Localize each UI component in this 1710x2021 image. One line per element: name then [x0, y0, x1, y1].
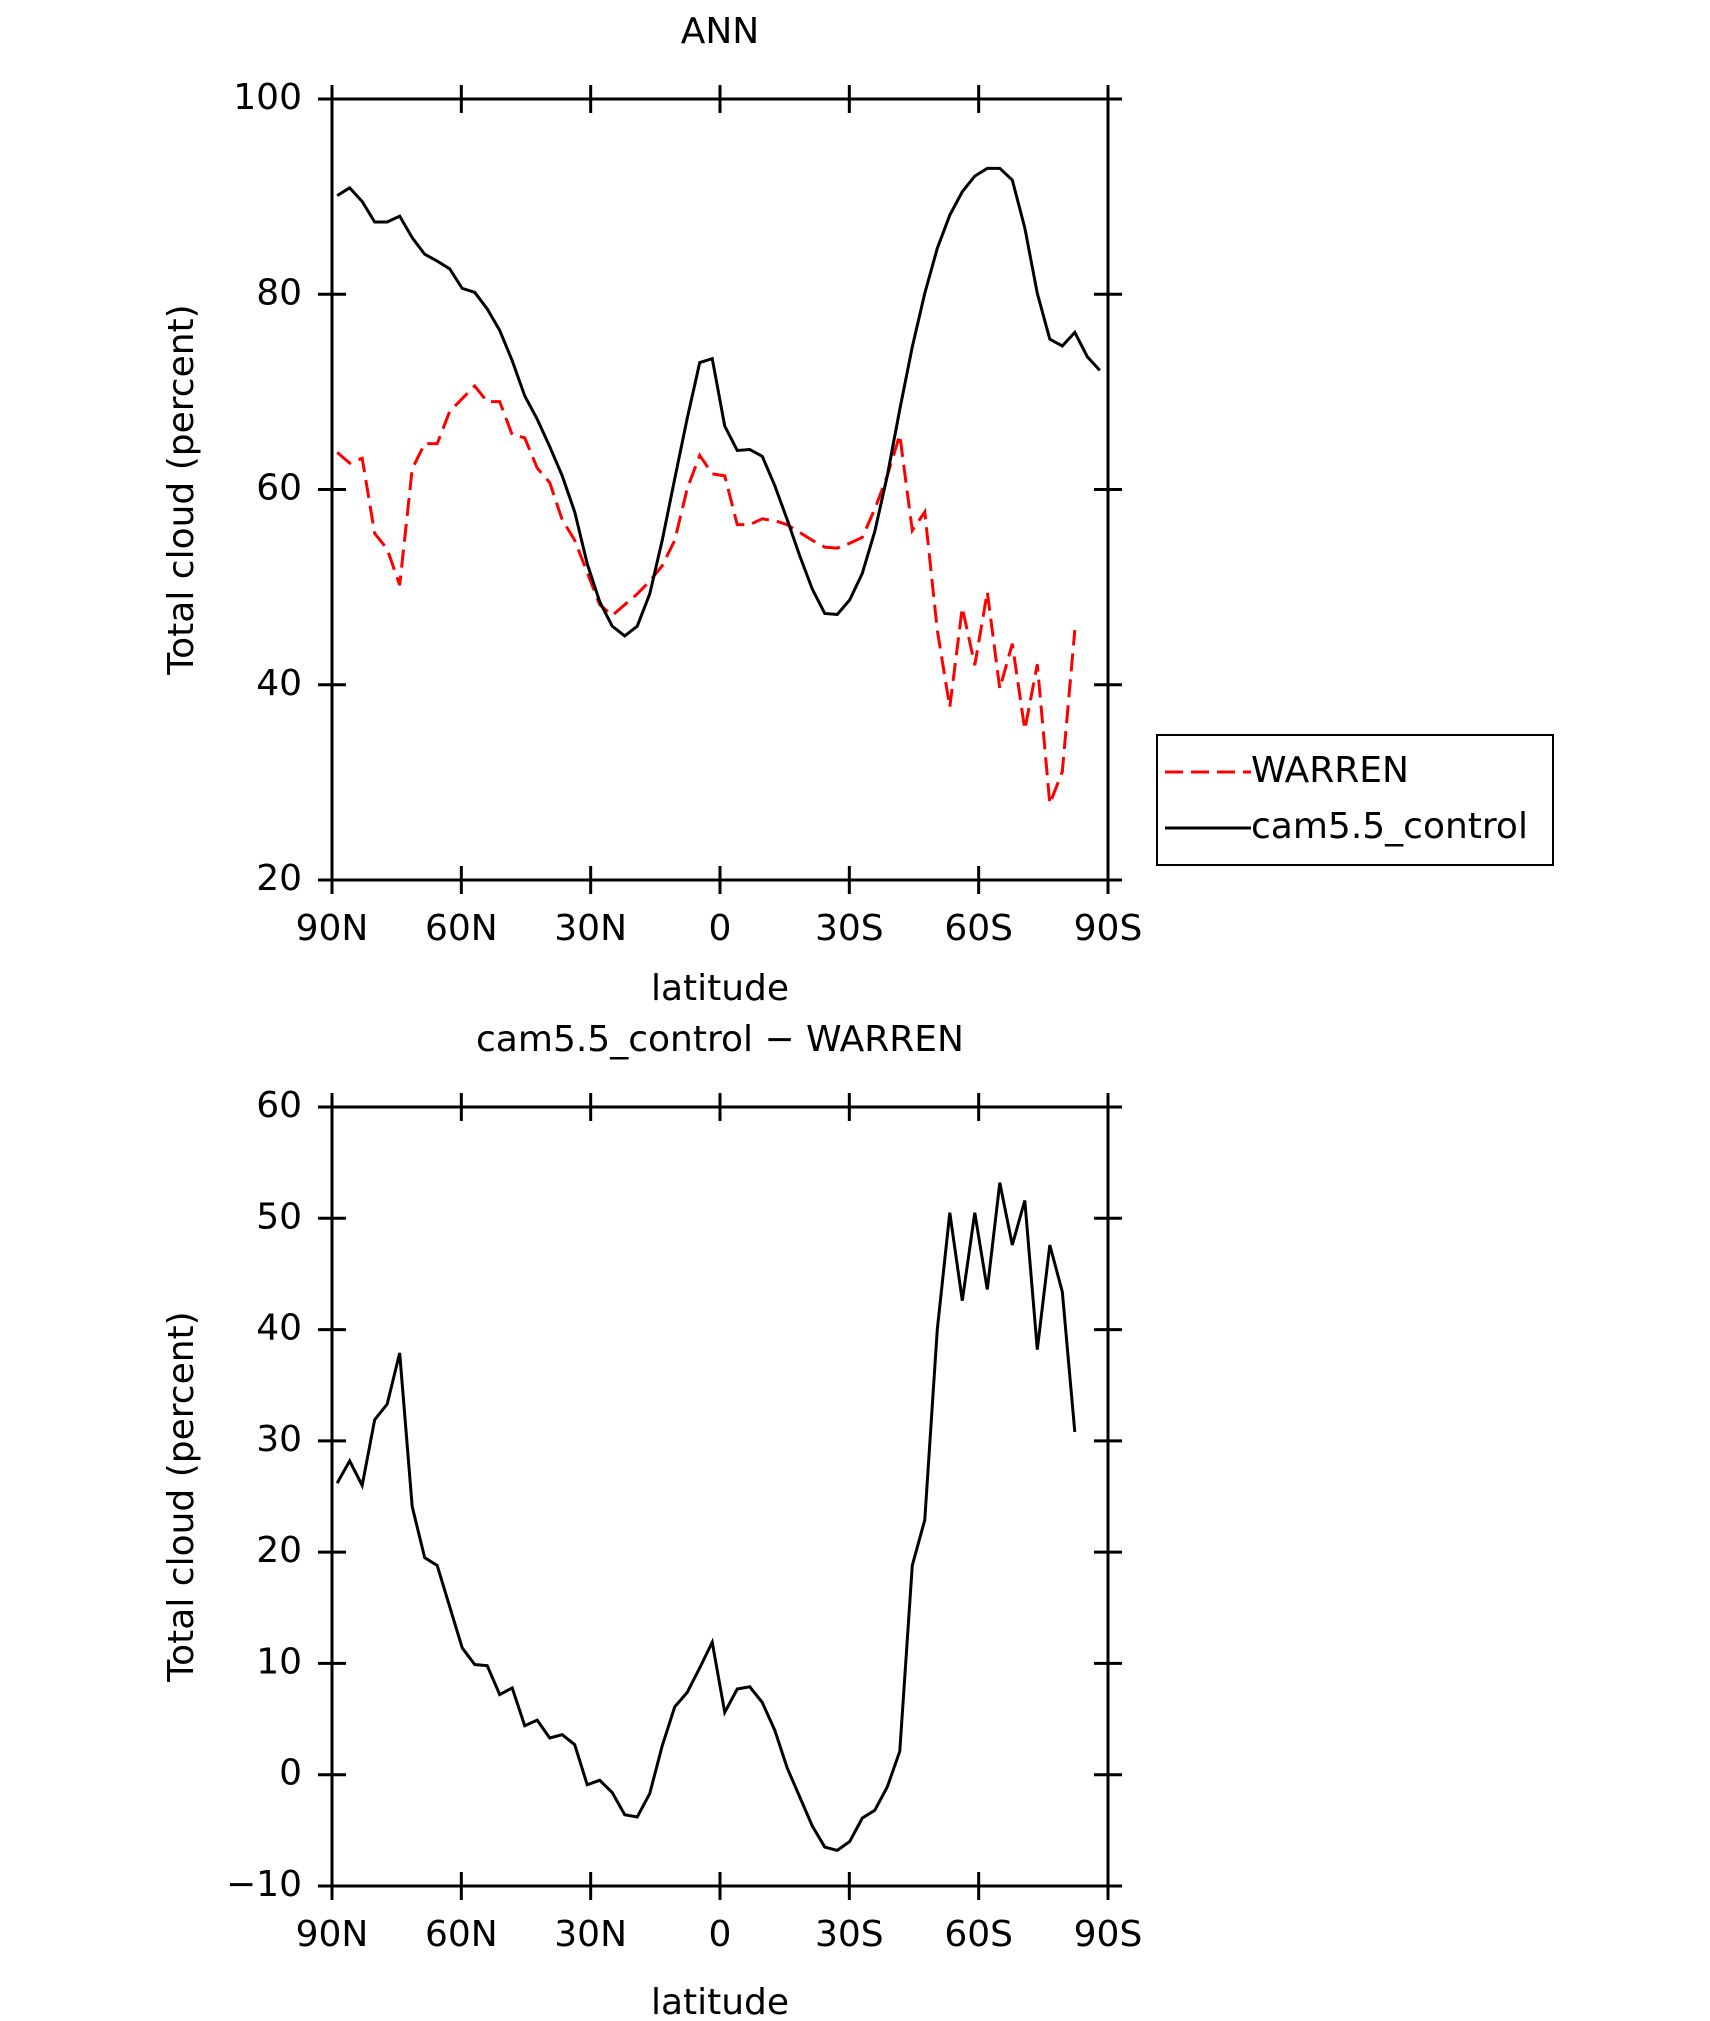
x-axis-label: latitude — [651, 1982, 789, 2021]
x-tick-label: 90S — [1074, 1914, 1143, 1955]
x-tick-label: 90S — [1074, 908, 1143, 949]
y-axis-label: Total cloud (percent) — [161, 304, 202, 675]
y-tick-label: 30 — [256, 1419, 302, 1460]
y-tick-label: 0 — [279, 1753, 302, 1794]
y-tick-label: −10 — [226, 1864, 302, 1905]
data-line — [336, 166, 1101, 638]
legend-label: cam5.5_control — [1251, 806, 1528, 847]
x-tick-label: 30N — [554, 1914, 627, 1955]
x-tick-label: 90N — [296, 908, 369, 949]
y-axis-label: Total cloud (percent) — [161, 1311, 202, 1682]
y-tick-label: 50 — [256, 1196, 302, 1237]
x-tick-label: 30N — [554, 908, 627, 949]
x-tick-label: 60S — [944, 908, 1013, 949]
y-tick-label: 20 — [256, 1530, 302, 1571]
y-tick-label: 100 — [233, 77, 302, 118]
x-tick-label: 0 — [709, 908, 732, 949]
plot-frame — [330, 97, 1110, 882]
plot-frame — [330, 1105, 1110, 1888]
y-tick-label: 60 — [256, 1085, 302, 1126]
data-line — [336, 383, 1077, 805]
x-axis-label: latitude — [651, 968, 789, 1009]
y-tick-label: 10 — [256, 1641, 302, 1682]
chart-title: cam5.5_control − WARREN — [476, 1019, 964, 1060]
x-tick-label: 0 — [709, 1914, 732, 1955]
y-tick-label: 40 — [256, 663, 302, 704]
data-line — [335, 1182, 1077, 1853]
chart-title: ANN — [681, 11, 760, 52]
y-tick-label: 20 — [256, 858, 302, 899]
legend-box — [1156, 734, 1554, 866]
x-tick-label: 60S — [944, 1914, 1013, 1955]
y-tick-label: 40 — [256, 1308, 302, 1349]
x-tick-label: 30S — [815, 1914, 884, 1955]
y-tick-label: 60 — [256, 468, 302, 509]
x-tick-label: 30S — [815, 908, 884, 949]
x-tick-label: 90N — [296, 1914, 369, 1955]
x-tick-label: 60N — [425, 908, 498, 949]
y-tick-label: 80 — [256, 272, 302, 313]
legend-label: WARREN — [1251, 750, 1409, 791]
x-tick-label: 60N — [425, 1914, 498, 1955]
